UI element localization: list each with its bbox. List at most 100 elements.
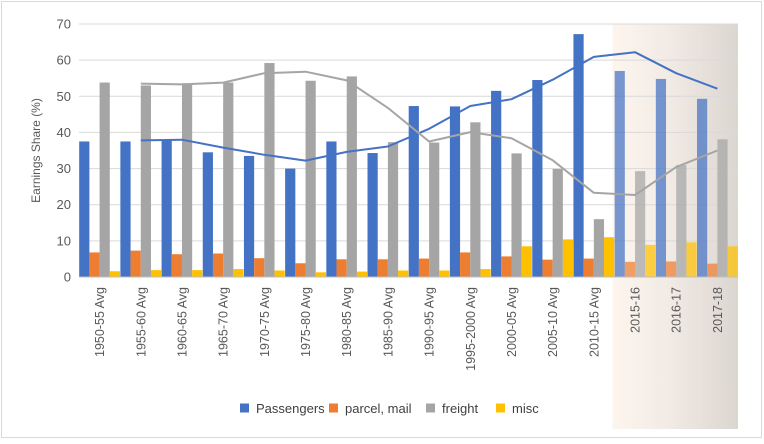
bar-freight — [676, 164, 687, 277]
bar-parcel-mail — [295, 263, 306, 277]
bar-misc — [686, 242, 697, 277]
legend-swatch — [240, 403, 249, 413]
bar-misc — [727, 246, 738, 277]
bar-misc — [562, 239, 574, 277]
bar-passengers — [697, 98, 708, 278]
y-tick-label: 10 — [57, 233, 71, 248]
bar-freight — [305, 80, 316, 277]
bar-passengers — [285, 168, 296, 277]
bar-passengers — [367, 153, 378, 277]
bar-parcel-mail — [130, 250, 141, 277]
bar-passengers — [614, 70, 625, 277]
x-tick-label: 1970-75 Avg — [258, 287, 272, 357]
bar-freight — [264, 63, 275, 277]
bar-misc — [480, 269, 491, 277]
bar-freight — [99, 82, 110, 278]
bar-parcel-mail — [624, 261, 636, 277]
bar-parcel-mail — [254, 258, 265, 277]
legend-label: Passengers — [256, 401, 325, 416]
x-tick-label: 2005-10 Avg — [546, 287, 560, 357]
x-tick-label: 2017-18 — [711, 287, 725, 333]
x-tick-label: 1955-60 Avg — [134, 287, 148, 357]
bar-parcel-mail — [336, 259, 347, 277]
bar-passengers — [326, 141, 337, 277]
bar-passengers — [408, 106, 419, 278]
bar-parcel-mail — [542, 259, 553, 277]
bar-passengers — [243, 155, 255, 277]
bar-passengers — [491, 90, 502, 277]
legend-label: parcel, mail — [345, 401, 412, 416]
bar-freight — [635, 171, 646, 277]
bar-parcel-mail — [212, 253, 224, 277]
x-tick-label: 1965-70 Avg — [217, 287, 231, 357]
y-tick-label: 50 — [57, 89, 71, 104]
x-tick-label: 1985-90 Avg — [381, 287, 395, 357]
bar-freight — [140, 85, 151, 277]
highlight-region — [612, 24, 738, 429]
y-tick-label: 20 — [57, 197, 71, 212]
bar-misc — [356, 271, 368, 277]
bar-freight — [223, 82, 234, 278]
trend-line-freight — [140, 70, 718, 196]
bar-parcel-mail — [171, 254, 182, 277]
x-tick-label: 1990-95 Avg — [423, 287, 437, 357]
bar-freight — [511, 153, 522, 277]
bar-parcel-mail — [707, 263, 718, 277]
bar-parcel-mail — [583, 258, 594, 277]
bar-passengers — [79, 141, 90, 277]
y-tick-label: 30 — [57, 161, 71, 176]
legend-swatch — [496, 403, 505, 413]
legend-swatch — [426, 403, 435, 413]
bar-passengers — [532, 80, 543, 278]
legend-item: misc — [496, 401, 539, 416]
bar-misc — [274, 270, 285, 277]
x-tick-label: 2010-15 Avg — [587, 287, 601, 357]
x-tick-label: 1995-2000 Avg — [464, 287, 478, 371]
x-tick-label: 2016-17 — [670, 287, 684, 333]
bar-misc — [150, 270, 162, 277]
x-tick-label: 2015-16 — [629, 287, 643, 333]
bar-parcel-mail — [89, 252, 100, 277]
y-tick-label: 0 — [64, 270, 71, 285]
bar-freight — [470, 122, 481, 278]
bar-passengers — [161, 139, 172, 277]
x-tick-label: 1950-55 Avg — [93, 287, 107, 357]
x-tick-label: 2000-05 Avg — [505, 287, 519, 357]
bar-misc — [521, 246, 532, 277]
bar-freight — [552, 168, 563, 277]
y-tick-label: 70 — [57, 17, 71, 32]
bar-passengers — [449, 106, 461, 277]
bar-parcel-mail — [377, 259, 388, 277]
legend-item: freight — [426, 401, 479, 416]
bar-misc — [604, 237, 615, 277]
legend-label: freight — [442, 401, 479, 416]
bar-freight — [346, 76, 357, 278]
y-tick-label: 40 — [57, 125, 71, 140]
bar-misc — [398, 270, 409, 277]
bar-freight — [181, 83, 193, 277]
legend-label: misc — [512, 401, 539, 416]
bar-misc — [439, 270, 450, 277]
bar-misc — [233, 269, 244, 277]
trend-line-passengers — [140, 51, 718, 162]
x-tick-label: 1960-65 Avg — [175, 287, 189, 357]
y-tick-label: 60 — [57, 53, 71, 68]
bar-passengers — [202, 152, 213, 277]
bar-passengers — [573, 34, 584, 278]
legend-item: Passengers — [240, 401, 325, 416]
bar-parcel-mail — [666, 261, 677, 277]
legend-swatch — [329, 403, 338, 413]
x-tick-label: 1980-85 Avg — [340, 287, 354, 357]
bar-parcel-mail — [418, 258, 430, 277]
bar-freight — [717, 139, 728, 277]
bar-misc — [645, 244, 656, 277]
bar-misc — [192, 270, 203, 277]
bar-passengers — [120, 141, 131, 277]
bar-parcel-mail — [501, 256, 512, 277]
bar-freight — [429, 142, 440, 277]
x-tick-label: 1975-80 Avg — [299, 287, 313, 357]
bar-parcel-mail — [460, 252, 471, 277]
legend-item: parcel, mail — [329, 401, 412, 416]
